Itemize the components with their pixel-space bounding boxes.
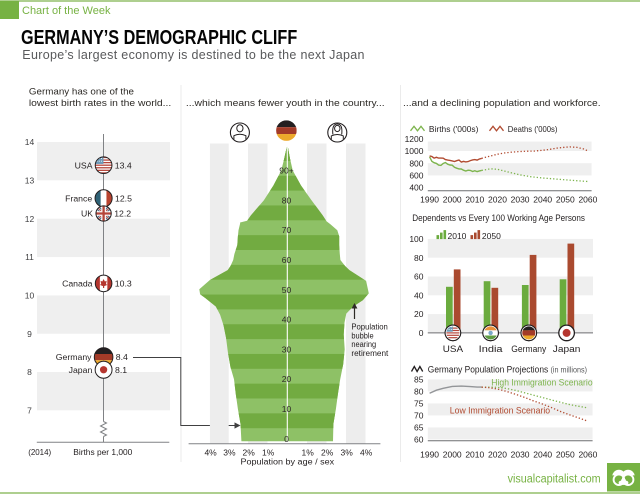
svg-text:7: 7 [27,406,32,416]
svg-text:India: India [479,344,503,354]
svg-text:10: 10 [282,404,292,414]
svg-text:9: 9 [27,329,32,339]
svg-text:Germany: Germany [511,344,546,354]
svg-text:11: 11 [25,252,34,262]
svg-text:800: 800 [409,158,423,168]
svg-text:12.5: 12.5 [115,193,132,203]
svg-text:14: 14 [25,137,35,147]
svg-text:8.1: 8.1 [115,365,127,375]
svg-text:3%: 3% [341,447,354,457]
svg-text:2030: 2030 [511,450,530,460]
svg-text:2040: 2040 [533,194,552,204]
svg-text:2020: 2020 [488,194,507,204]
svg-text:Germany has one of the: Germany has one of the [29,87,134,97]
svg-text:1000: 1000 [405,146,424,156]
svg-text:2020: 2020 [488,450,507,460]
svg-text:UK: UK [81,209,93,219]
svg-text:nearing: nearing [351,340,376,349]
svg-text:Population by age / sex: Population by age / sex [241,458,335,467]
svg-text:65: 65 [414,423,424,433]
svg-text:12: 12 [25,214,35,224]
svg-text:lowest birth rates in the worl: lowest birth rates in the world... [29,98,171,108]
svg-text:4%: 4% [360,447,373,457]
svg-text:USA: USA [443,344,463,354]
svg-text:8.4: 8.4 [116,352,128,362]
svg-text:100: 100 [409,234,423,244]
svg-text:70: 70 [282,225,292,235]
svg-text:40: 40 [282,315,292,325]
svg-text:8: 8 [27,367,32,377]
svg-text:Deaths ('000s): Deaths ('000s) [508,124,558,134]
svg-text:0: 0 [419,328,424,338]
svg-text:...which means fewer youth in: ...which means fewer youth in the countr… [186,98,385,108]
svg-text:3%: 3% [223,447,236,457]
svg-text:Population: Population [351,323,387,332]
svg-text:Germany Population Projections: Germany Population Projections [428,365,549,375]
svg-text:Births ('000s): Births ('000s) [429,124,479,134]
svg-text:Japan: Japan [69,365,93,375]
svg-text:50: 50 [282,285,292,295]
svg-text:1%: 1% [262,447,275,457]
svg-text:Low Immigration Scenario: Low Immigration Scenario [450,406,550,417]
svg-text:retirement: retirement [351,349,389,358]
svg-text:2050: 2050 [482,231,501,241]
svg-text:High Immigration Scenario: High Immigration Scenario [491,378,592,389]
svg-text:2000: 2000 [443,450,462,460]
svg-text:20: 20 [414,309,424,319]
svg-text:400: 400 [409,183,423,193]
svg-text:Dependents vs Every 100 Workin: Dependents vs Every 100 Working Age Pers… [412,213,585,223]
svg-text:(in millions): (in millions) [551,366,588,375]
svg-text:80: 80 [414,387,424,397]
svg-text:2010: 2010 [465,450,484,460]
svg-text:40: 40 [414,290,424,300]
svg-text:30: 30 [282,344,292,354]
svg-text:2050: 2050 [556,194,575,204]
svg-text:10: 10 [25,291,35,301]
svg-text:80: 80 [282,195,292,205]
svg-text:85: 85 [414,375,424,385]
svg-text:Canada: Canada [62,279,93,289]
svg-text:2%: 2% [243,447,256,457]
svg-text:Japan: Japan [553,344,581,354]
svg-text:60: 60 [414,272,424,282]
svg-text:1%: 1% [302,447,315,457]
svg-text:2010: 2010 [465,194,484,204]
svg-text:2060: 2060 [578,450,597,460]
svg-text:Births per 1,000: Births per 1,000 [73,447,132,457]
svg-text:10.3: 10.3 [115,279,132,289]
svg-text:600: 600 [409,171,423,181]
svg-text:2010: 2010 [448,231,467,241]
svg-text:France: France [65,193,92,203]
svg-text:1200: 1200 [405,134,424,144]
svg-text:...and a declining population: ...and a declining population and workfo… [403,98,601,108]
svg-text:2000: 2000 [443,194,462,204]
svg-text:60: 60 [282,255,292,265]
svg-text:90+: 90+ [279,166,293,176]
svg-text:USA: USA [75,160,93,170]
svg-text:60: 60 [414,435,424,445]
svg-text:13: 13 [25,175,35,185]
svg-text:bubble: bubble [351,331,374,340]
svg-text:1990: 1990 [420,194,439,204]
svg-text:Germany: Germany [56,352,92,362]
svg-text:70: 70 [414,411,424,421]
svg-text:2%: 2% [321,447,334,457]
svg-text:75: 75 [414,399,424,409]
svg-text:80: 80 [414,253,424,263]
svg-text:(2014): (2014) [28,447,51,457]
svg-text:12.2: 12.2 [114,209,131,219]
svg-text:visualcapitalist.com: visualcapitalist.com [508,474,601,486]
svg-text:2030: 2030 [511,194,530,204]
svg-text:2050: 2050 [556,450,575,460]
svg-text:2040: 2040 [533,450,552,460]
svg-text:13.4: 13.4 [115,160,132,170]
svg-text:0: 0 [284,434,289,444]
svg-text:4%: 4% [204,447,217,457]
svg-text:2060: 2060 [578,194,597,204]
svg-text:1990: 1990 [420,450,439,460]
svg-text:20: 20 [282,374,292,384]
